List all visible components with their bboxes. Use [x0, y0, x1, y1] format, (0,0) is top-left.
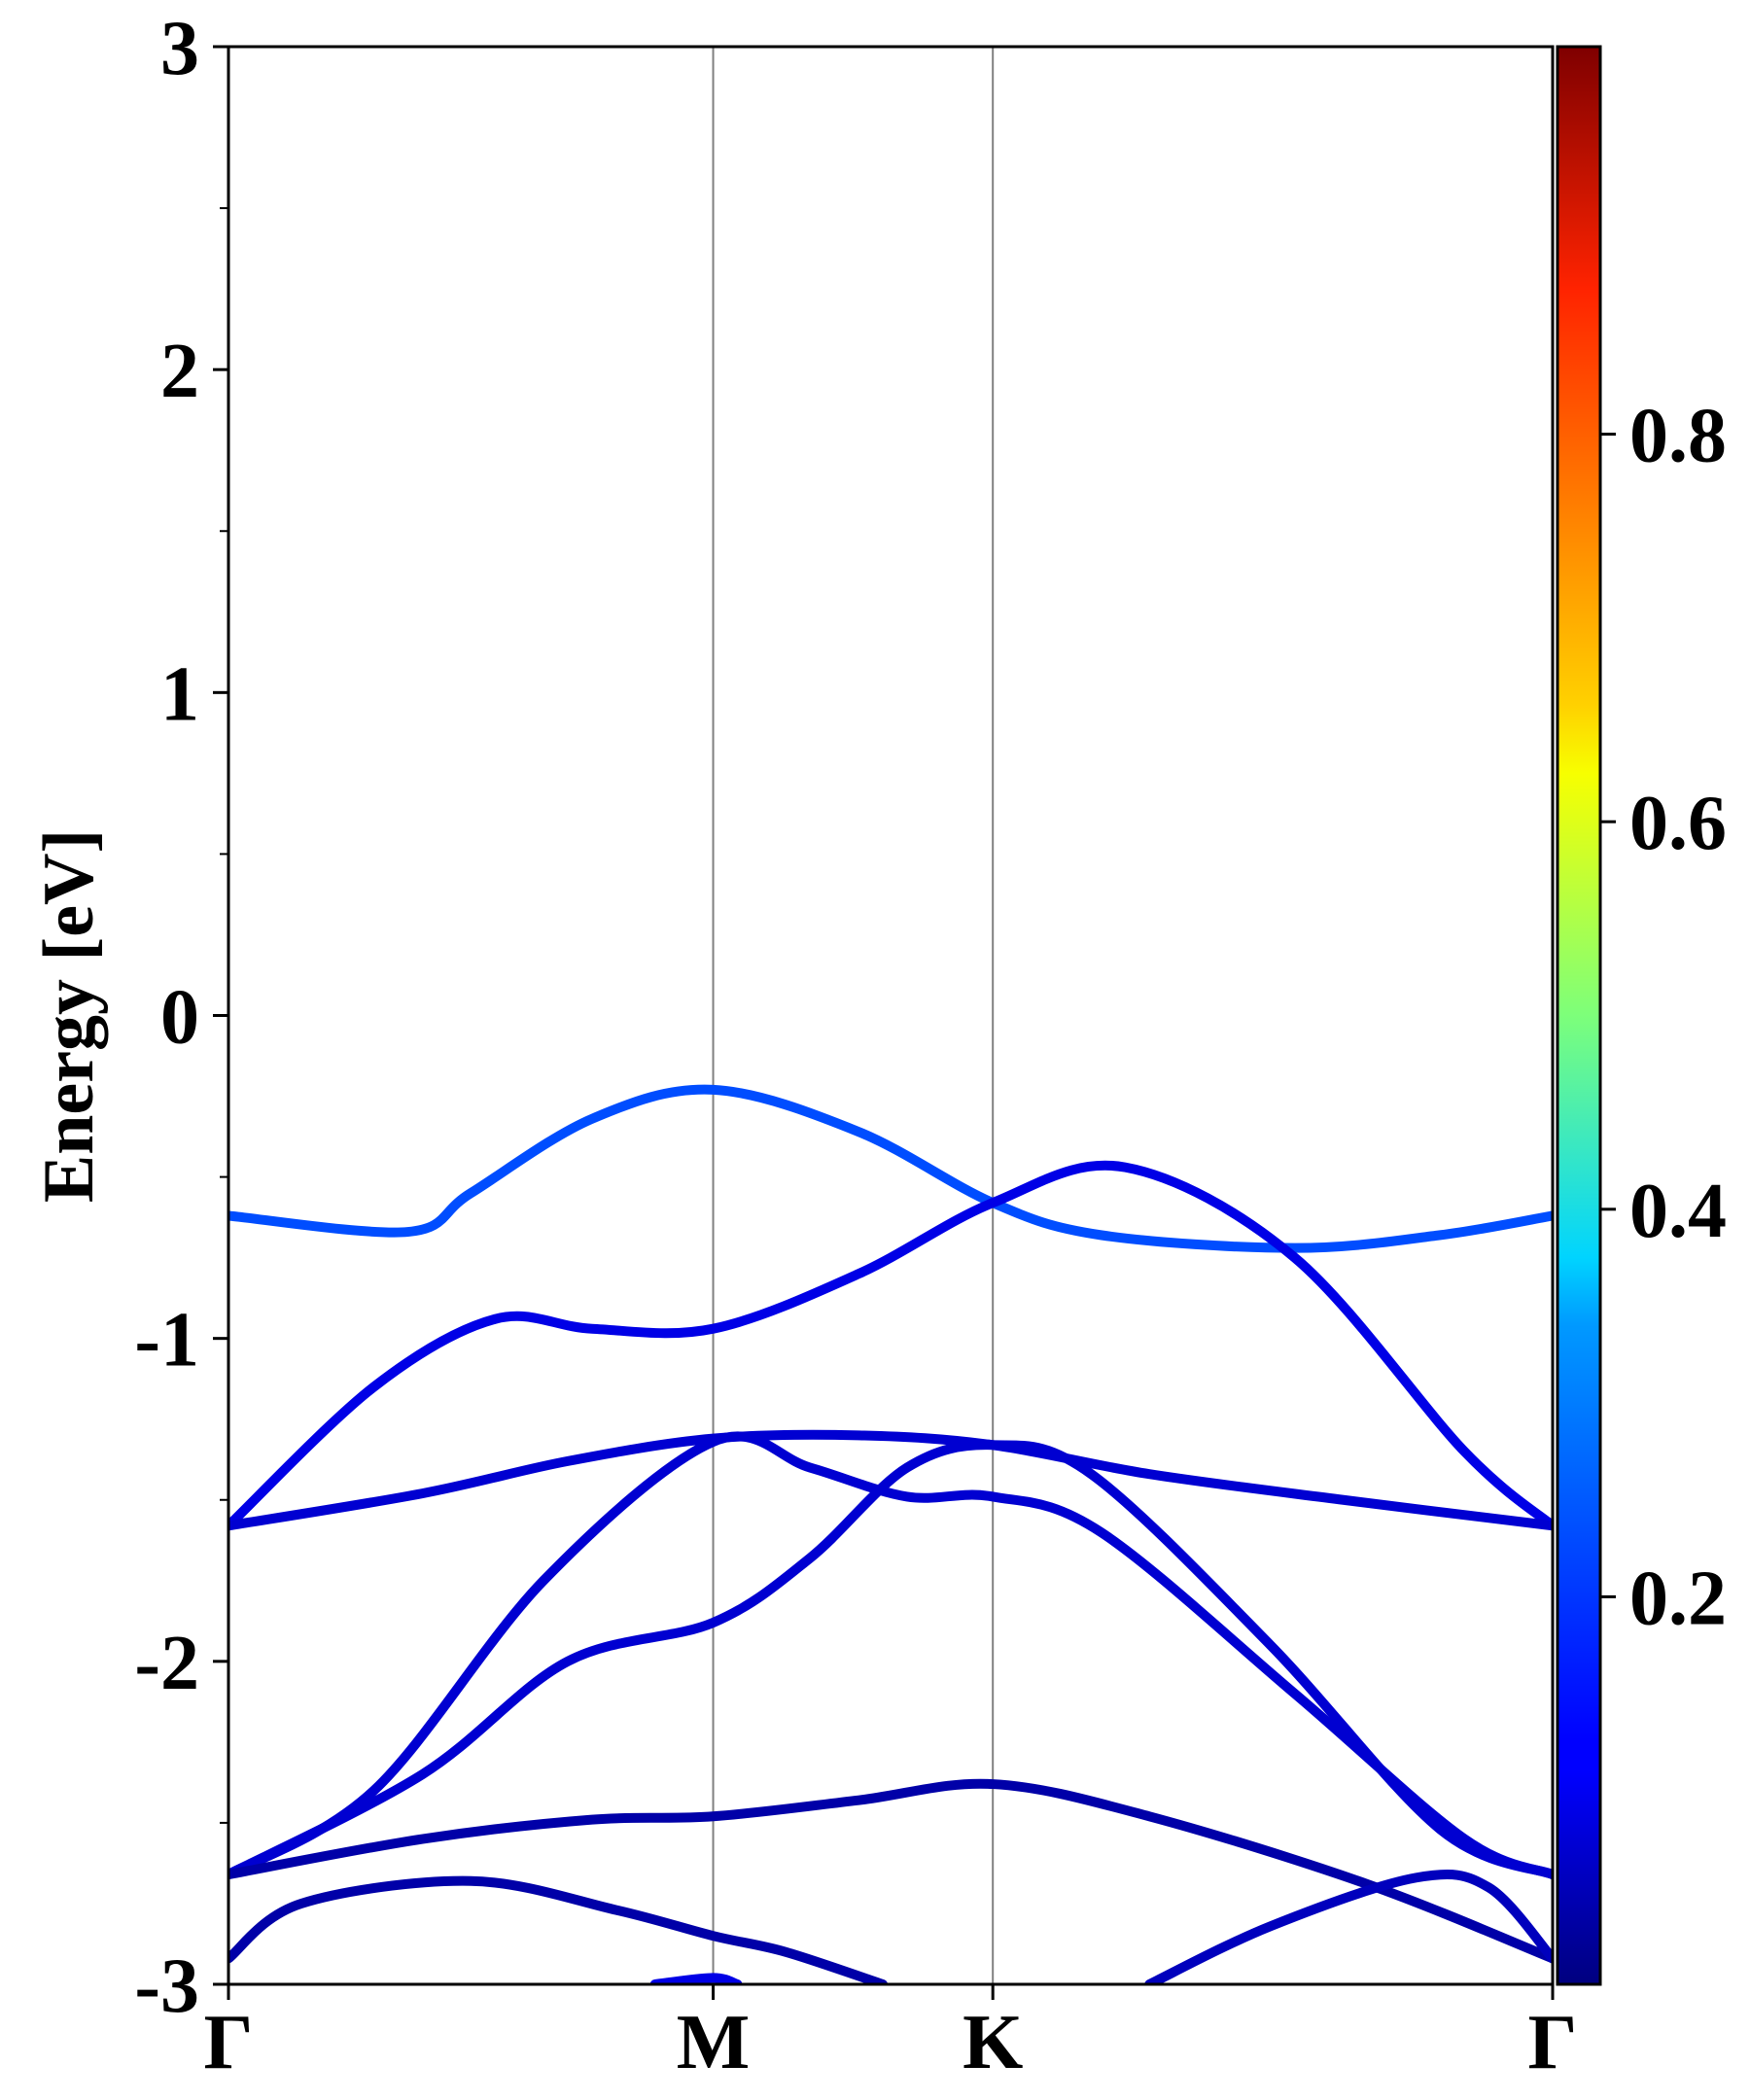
y-tick-label: -1 — [134, 1298, 199, 1383]
band-line-7 — [228, 1875, 889, 1984]
y-tick-label: 0 — [160, 975, 199, 1061]
k-point-label: M — [677, 2000, 751, 2085]
k-point-label: K — [962, 2000, 1023, 2085]
band-line-2 — [228, 1160, 1553, 1531]
band-line-6 — [228, 1778, 1553, 1964]
colorbar-tick-label: 0.8 — [1629, 394, 1727, 479]
band-lines — [228, 1084, 1553, 1984]
band-line-4 — [228, 1431, 1553, 1880]
y-tick-label: 3 — [160, 6, 199, 91]
colorbar-ticks: 0.2 0.4 0.6 0.8 — [1600, 394, 1727, 1641]
band-line-8 — [1144, 1869, 1553, 1984]
k-point-label: Γ — [204, 2000, 254, 2085]
k-point-label: Γ — [1528, 2000, 1578, 2085]
y-tick-label: 2 — [160, 329, 199, 414]
colorbar-tick-label: 0.6 — [1629, 781, 1727, 866]
band-line-1 — [228, 1084, 1553, 1253]
colorbar-tick-label: 0.4 — [1629, 1169, 1727, 1254]
y-axis: -3 -2 -1 0 1 2 3 — [134, 6, 228, 2029]
band-line-9 — [649, 1973, 743, 1984]
band-line-3 — [228, 1429, 1553, 1531]
y-tick-label: 1 — [160, 651, 199, 737]
y-axis-label: Energy [eV] — [29, 829, 109, 1203]
y-tick-label: -3 — [134, 1943, 199, 2029]
y-tick-label: -2 — [134, 1621, 199, 1706]
band-line-5 — [228, 1440, 1553, 1880]
colorbar-tick-label: 0.2 — [1629, 1556, 1727, 1641]
k-point-separators — [712, 47, 995, 1984]
colorbar — [1556, 45, 1602, 1986]
plot-frame — [227, 45, 1555, 1986]
